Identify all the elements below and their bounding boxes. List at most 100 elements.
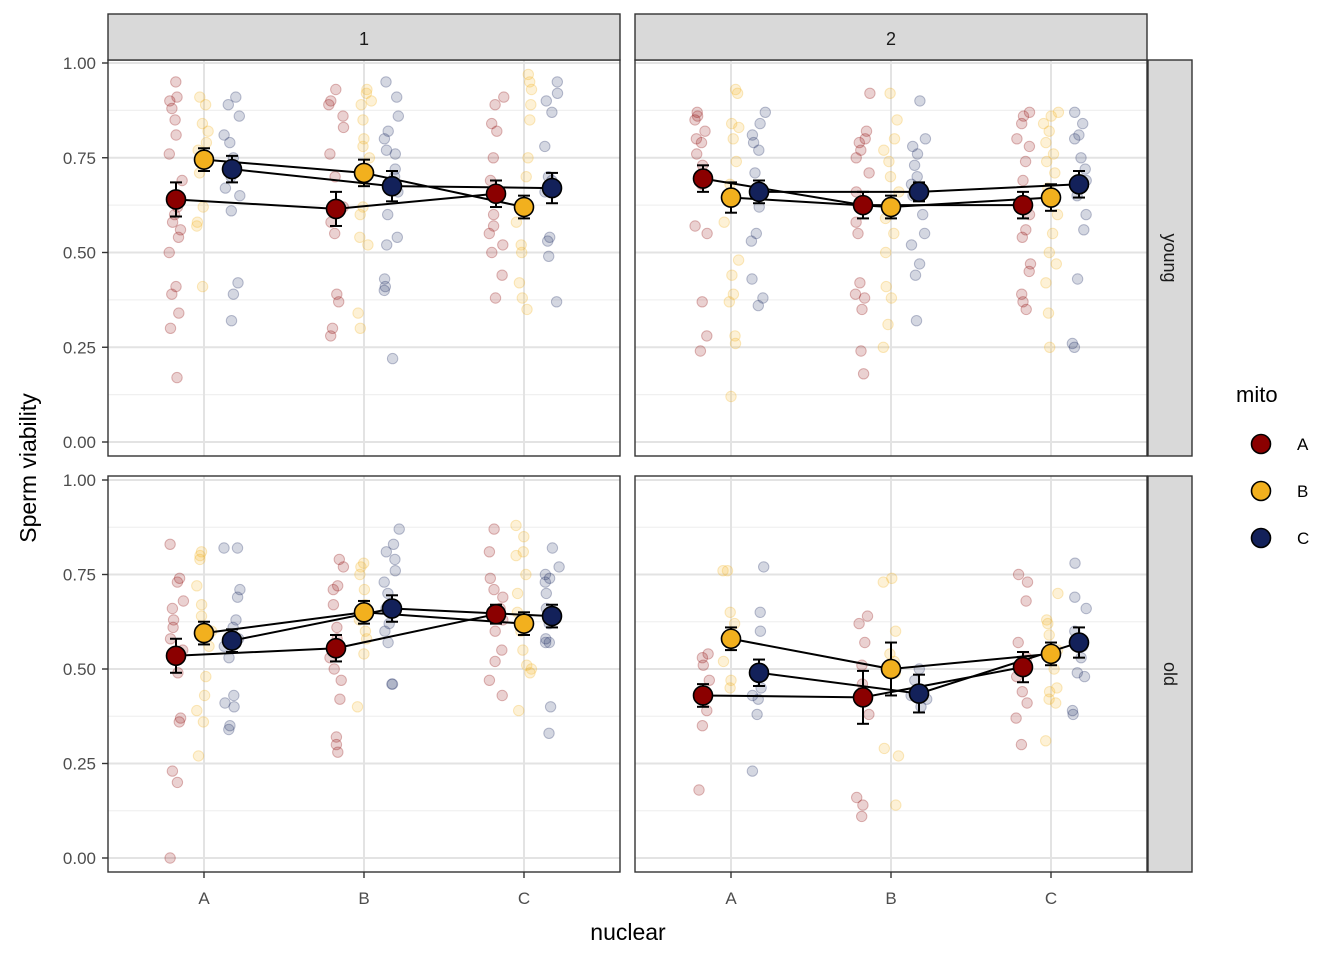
raw-point-A xyxy=(856,810,868,823)
raw-point-C xyxy=(540,95,552,107)
raw-point-B xyxy=(721,565,734,577)
raw-point-A xyxy=(487,208,500,221)
raw-point-B xyxy=(361,83,373,96)
raw-point-B xyxy=(877,341,889,353)
raw-point-B xyxy=(524,667,536,679)
raw-point-C xyxy=(907,140,919,153)
raw-point-A xyxy=(498,91,510,103)
raw-point-C xyxy=(546,106,558,119)
raw-point-B xyxy=(197,201,209,213)
raw-point-B xyxy=(882,318,894,331)
raw-point-A xyxy=(497,239,509,251)
raw-point-A xyxy=(331,288,343,300)
raw-point-B xyxy=(522,68,534,81)
legend: mito A B C xyxy=(1236,382,1309,549)
raw-point-B xyxy=(1043,629,1055,641)
raw-point-B xyxy=(728,617,741,630)
raw-point-B xyxy=(510,216,523,228)
mean-point-C xyxy=(748,662,770,684)
raw-point-C xyxy=(223,723,235,736)
raw-point-B xyxy=(358,557,370,569)
raw-point-B xyxy=(196,117,209,130)
raw-point-B xyxy=(724,606,736,618)
raw-point-C xyxy=(543,250,555,262)
raw-point-A xyxy=(1011,133,1023,145)
raw-point-A xyxy=(691,106,703,119)
legend-item-C: C xyxy=(1250,527,1309,549)
raw-point-A xyxy=(1012,636,1024,649)
legend-key xyxy=(1250,480,1272,502)
raw-point-A xyxy=(327,583,339,596)
raw-point-C xyxy=(1071,667,1084,679)
panel-1-old xyxy=(107,475,621,873)
raw-point-C xyxy=(540,587,552,600)
raw-point-A xyxy=(1017,296,1029,308)
legend-label: B xyxy=(1297,482,1308,501)
raw-point-B xyxy=(191,216,204,228)
raw-point-A xyxy=(333,553,345,566)
raw-point-A xyxy=(163,246,175,259)
raw-point-C xyxy=(389,553,401,566)
raw-point-A xyxy=(1021,576,1034,588)
raw-point-A xyxy=(1023,106,1036,119)
raw-point-C xyxy=(543,727,555,739)
raw-point-B xyxy=(884,171,897,183)
legend-key xyxy=(1250,527,1272,549)
raw-point-B xyxy=(729,83,742,96)
raw-point-C xyxy=(379,625,391,637)
raw-point-B xyxy=(194,549,206,562)
raw-point-A xyxy=(487,152,499,164)
raw-point-A xyxy=(861,610,874,622)
raw-point-A xyxy=(330,83,342,96)
raw-point-A xyxy=(166,102,178,115)
legend-title: mito xyxy=(1236,382,1278,407)
raw-point-A xyxy=(1016,288,1028,300)
raw-point-B xyxy=(726,269,738,281)
raw-point-B xyxy=(878,144,890,156)
raw-point-B xyxy=(200,136,213,149)
mean-point-B xyxy=(880,658,902,680)
raw-point-A xyxy=(696,652,709,664)
raw-point-A xyxy=(689,114,701,126)
raw-point-B xyxy=(1052,587,1064,600)
raw-point-A xyxy=(691,110,704,122)
raw-point-C xyxy=(543,572,556,584)
raw-point-A xyxy=(333,296,345,308)
raw-point-B xyxy=(1050,697,1062,709)
raw-point-C xyxy=(919,133,932,145)
raw-point-C xyxy=(746,129,759,141)
raw-point-A xyxy=(1024,258,1037,270)
y-tick-label: 1.00 xyxy=(63,471,96,490)
raw-point-C xyxy=(225,315,238,327)
mean-point-C xyxy=(541,177,563,199)
raw-point-C xyxy=(225,205,238,217)
raw-point-C xyxy=(382,125,394,137)
raw-point-A xyxy=(176,174,188,187)
raw-point-B xyxy=(355,99,367,111)
x-tick-label: B xyxy=(358,889,369,908)
column-strip-2: 2 xyxy=(634,13,1148,61)
raw-point-C xyxy=(905,239,918,251)
raw-point-B xyxy=(727,133,739,145)
raw-point-A xyxy=(701,704,713,717)
raw-point-C xyxy=(750,227,762,240)
raw-point-C xyxy=(908,159,921,172)
mean-point-B xyxy=(353,601,375,623)
y-tick-label: 0.25 xyxy=(63,338,96,357)
raw-point-B xyxy=(191,704,203,717)
raw-point-B xyxy=(194,553,206,566)
raw-point-C xyxy=(1069,557,1081,569)
raw-point-A xyxy=(693,784,705,796)
raw-point-C xyxy=(1068,341,1081,353)
raw-point-C xyxy=(378,284,390,297)
raw-point-C xyxy=(1078,224,1090,236)
raw-point-A xyxy=(1023,140,1036,153)
raw-point-C xyxy=(746,765,759,777)
raw-point-A xyxy=(170,280,182,293)
raw-point-A xyxy=(1020,224,1032,236)
raw-point-C xyxy=(1069,106,1081,119)
raw-point-B xyxy=(880,280,892,293)
raw-point-A xyxy=(172,231,185,244)
raw-point-B xyxy=(191,220,203,232)
raw-point-B xyxy=(522,152,534,164)
